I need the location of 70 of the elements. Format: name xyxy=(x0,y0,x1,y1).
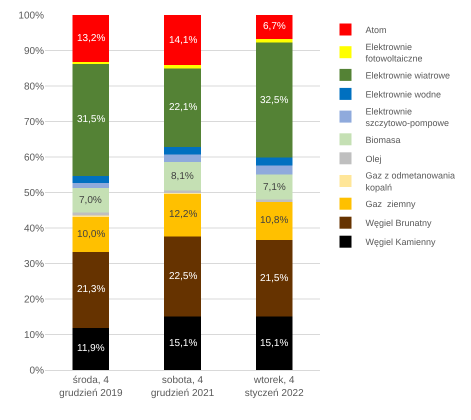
legend-label: Węgiel Kamienny xyxy=(366,237,436,248)
bar xyxy=(164,68,201,148)
legend-label: Gaz ziemny xyxy=(366,199,416,210)
y-tick-label: 80% xyxy=(24,82,44,92)
bar xyxy=(72,212,110,216)
bar xyxy=(164,236,201,316)
legend-label: Węgiel Brunatny xyxy=(366,218,432,228)
bar xyxy=(72,15,110,62)
bar xyxy=(72,328,110,370)
y-tick-label: 0% xyxy=(30,366,44,376)
y-tick-label: 70% xyxy=(24,117,44,128)
bar xyxy=(164,65,201,69)
y-tick-label: 40% xyxy=(24,224,44,234)
legend-label: Atom xyxy=(366,25,387,36)
bar xyxy=(164,15,201,66)
data-label: 15,1% xyxy=(169,338,198,349)
y-tick-label: 30% xyxy=(24,259,44,270)
legend-label: Olej xyxy=(366,154,382,164)
data-label: 32,5% xyxy=(260,95,288,106)
data-label: 21,3% xyxy=(77,284,106,295)
y-tick-label: 10% xyxy=(24,330,44,341)
y-tick-label: 20% xyxy=(24,294,44,306)
data-label: 21,5% xyxy=(260,273,288,284)
bar xyxy=(256,38,292,42)
bar xyxy=(256,158,292,166)
legend-label: Elektrownie wiatrowe xyxy=(366,70,450,80)
bar xyxy=(164,154,201,162)
data-label: 7,1% xyxy=(263,182,286,193)
bar xyxy=(256,15,292,39)
bar xyxy=(72,64,110,176)
legend-label: Elektrownie fotowoltaiczne xyxy=(366,42,423,64)
bar xyxy=(256,202,292,240)
data-label: 10,0% xyxy=(77,229,106,240)
bar xyxy=(72,216,110,252)
y-tick-label: 50% xyxy=(24,188,44,199)
data-label: 15,1% xyxy=(260,338,288,349)
y-tick-label: 90% xyxy=(24,46,44,57)
y-tick-label: 100% xyxy=(18,10,44,22)
data-label: 31,5% xyxy=(77,114,106,125)
x-tick-label: wtorek, 4 styczeń 2022 xyxy=(244,375,304,399)
x-tick-label: sobota, 4 grudzień 2021 xyxy=(150,375,215,399)
bar xyxy=(72,182,110,188)
bar xyxy=(72,176,110,183)
legend-label: Elektrownie wodne xyxy=(366,89,442,100)
data-label: 22,1% xyxy=(169,102,198,113)
data-label: 14,1% xyxy=(169,35,198,46)
data-label: 10,8% xyxy=(260,215,288,226)
bar xyxy=(256,42,292,158)
bar xyxy=(256,166,292,174)
bar xyxy=(164,316,201,370)
bar xyxy=(256,240,292,316)
x-tick-label: środa, 4 grudzień 2019 xyxy=(59,375,123,399)
legend-label: Elektrownie szczytowo-pompowe xyxy=(366,106,450,128)
data-label: 22,5% xyxy=(169,271,198,282)
bar xyxy=(256,174,292,200)
y-tick-label: 60% xyxy=(24,152,44,164)
data-label: 11,9% xyxy=(77,343,105,354)
data-label: 13,2% xyxy=(77,33,106,44)
bar xyxy=(164,193,201,237)
data-label: 6,7% xyxy=(263,21,286,32)
bar xyxy=(72,188,110,213)
bar xyxy=(256,316,292,370)
bar xyxy=(164,162,201,191)
data-label: 12,2% xyxy=(169,209,198,220)
data-label: 7,0% xyxy=(79,195,102,206)
bar xyxy=(164,147,201,155)
legend-label: Biomasa xyxy=(366,134,401,145)
legend-label: Gaz z odmetanowania kopalń xyxy=(366,170,456,192)
data-label: 8,1% xyxy=(171,171,194,182)
bar xyxy=(72,252,110,328)
